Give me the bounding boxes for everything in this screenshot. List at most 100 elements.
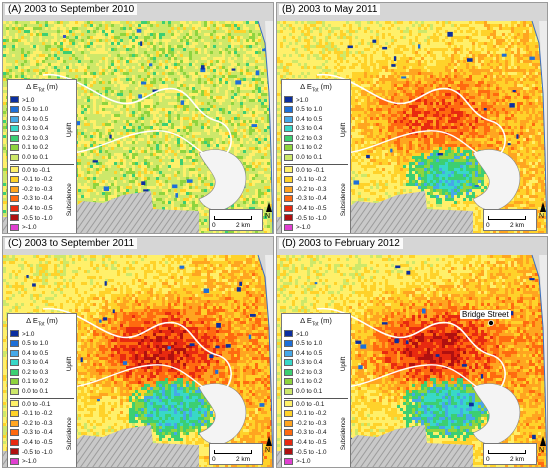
legend-class: >-1.0 xyxy=(284,223,348,233)
legend-class-label: -0.5 to -1.0 xyxy=(296,215,326,222)
legend-class: -0.4 to -0.5 xyxy=(10,438,74,448)
legend-subsidence-group-label: Subsidence xyxy=(340,166,347,233)
north-arrow-icon xyxy=(266,436,272,446)
legend-class: 0.1 to 0.2 xyxy=(284,377,348,387)
scale-end: 2 km xyxy=(510,222,524,229)
legend-class: 0.4 to 0.5 xyxy=(284,115,348,125)
map-c xyxy=(3,237,273,467)
north-label: N xyxy=(539,447,544,454)
legend-class-label: >-1.0 xyxy=(22,458,37,465)
legend-class-label: -0.3 to -0.4 xyxy=(296,195,326,202)
legend-class-label: 0.5 to 1.0 xyxy=(22,340,48,347)
scale-zero: 0 xyxy=(486,222,490,229)
legend-class: -0.2 to -0.3 xyxy=(284,185,348,195)
legend-swatch xyxy=(284,349,293,357)
legend-swatch xyxy=(284,134,293,142)
legend-class-label: 0.2 to 0.3 xyxy=(22,135,48,142)
legend-class: 0.3 to 0.4 xyxy=(10,358,74,368)
legend-class: 0.3 to 0.4 xyxy=(284,358,348,368)
legend-class: 0.0 to -0.1 xyxy=(10,166,74,176)
legend-class-label: >-1.0 xyxy=(296,224,311,231)
legend-swatch xyxy=(10,153,19,161)
legend-class: >-1.0 xyxy=(10,223,74,233)
legend-class-label: -0.4 to -0.5 xyxy=(22,205,52,212)
legend-swatch xyxy=(284,176,293,184)
scale-end: 2 km xyxy=(236,222,250,229)
legend-class-label: 0.5 to 1.0 xyxy=(296,106,322,113)
legend-class-label: -0.4 to -0.5 xyxy=(296,205,326,212)
legend-swatch xyxy=(10,387,19,395)
legend-class-label: 0.3 to 0.4 xyxy=(296,125,322,132)
bridge-street-label: Bridge Street xyxy=(460,310,511,319)
legend-swatch xyxy=(284,115,293,123)
legend-uplift-group: >1.0 0.5 to 1.0 0.4 to 0.5 0.3 to 0.4 0.2 to… xyxy=(10,96,74,163)
scale-bar-a: 0 2 km xyxy=(209,209,263,231)
legend-title: Δ ETot (m) xyxy=(284,82,348,94)
map-a xyxy=(3,3,273,233)
legend-class: 0.2 to 0.3 xyxy=(284,368,348,378)
legend-class: 0.5 to 1.0 xyxy=(10,105,74,115)
legend-swatch xyxy=(284,359,293,367)
legend-class: 0.0 to -0.1 xyxy=(284,166,348,176)
scale-bar-b: 0 2 km xyxy=(483,209,537,231)
legend-class: 0.2 to 0.3 xyxy=(10,134,74,144)
legend-swatch xyxy=(284,458,293,466)
legend-class-label: 0.2 to 0.3 xyxy=(296,135,322,142)
legend-class: -0.5 to -1.0 xyxy=(284,448,348,458)
legend-class-label: -0.4 to -0.5 xyxy=(296,439,326,446)
legend-class: -0.1 to -0.2 xyxy=(10,175,74,185)
legend-swatch xyxy=(284,96,293,104)
legend-class: 0.2 to 0.3 xyxy=(10,368,74,378)
legend-swatch xyxy=(284,429,293,437)
legend-swatch xyxy=(284,153,293,161)
legend-class-label: -0.2 to -0.3 xyxy=(296,186,326,193)
legend-class: -0.1 to -0.2 xyxy=(284,409,348,419)
legend-subsidence-group: 0.0 to -0.1 -0.1 to -0.2 -0.2 to -0.3 -0.3 … xyxy=(284,400,348,467)
legend-swatch xyxy=(284,214,293,222)
legend-class-label: -0.2 to -0.3 xyxy=(22,186,52,193)
legend-swatch xyxy=(10,330,19,338)
legend-class: -0.3 to -0.4 xyxy=(284,194,348,204)
legend-class-label: 0.2 to 0.3 xyxy=(22,369,48,376)
legend-title: Δ ETot (m) xyxy=(284,316,348,328)
legend-class: 0.0 to 0.1 xyxy=(284,153,348,163)
legend-swatch xyxy=(284,339,293,347)
legend-swatch xyxy=(284,195,293,203)
legend-class-label: 0.4 to 0.5 xyxy=(22,116,48,123)
legend-class-label: >-1.0 xyxy=(296,458,311,465)
legend-class-label: 0.2 to 0.3 xyxy=(296,369,322,376)
legend-subsidence-group-label: Subsidence xyxy=(66,166,73,233)
legend-uplift-group: >1.0 0.5 to 1.0 0.4 to 0.5 0.3 to 0.4 0.2 to… xyxy=(10,330,74,397)
legend-class-label: 0.1 to 0.2 xyxy=(296,378,322,385)
scale-zero: 0 xyxy=(212,222,216,229)
legend-class: -0.1 to -0.2 xyxy=(10,409,74,419)
legend-class-label: -0.2 to -0.3 xyxy=(296,420,326,427)
legend-swatch xyxy=(284,166,293,174)
legend-swatch xyxy=(10,176,19,184)
legend-swatch xyxy=(284,410,293,418)
legend-class: 0.5 to 1.0 xyxy=(284,339,348,349)
legend-swatch xyxy=(10,349,19,357)
legend-class-label: -0.5 to -1.0 xyxy=(22,449,52,456)
legend-class-label: -0.4 to -0.5 xyxy=(22,439,52,446)
legend-class-label: >1.0 xyxy=(296,331,308,338)
legend-b: Δ ETot (m) >1.0 0.5 to 1.0 0.4 to 0.5 0.3 to… xyxy=(281,79,351,233)
legend-swatch xyxy=(284,419,293,427)
legend-class: 0.0 to -0.1 xyxy=(10,400,74,410)
scale-bar-d: 0 2 km xyxy=(483,443,537,465)
legend-class: >1.0 xyxy=(284,96,348,106)
legend-class: -0.5 to -1.0 xyxy=(284,214,348,224)
legend-class-label: -0.3 to -0.4 xyxy=(22,195,52,202)
legend-d: Δ ETot (m) >1.0 0.5 to 1.0 0.4 to 0.5 0.3 to… xyxy=(281,313,351,467)
legend-swatch xyxy=(10,204,19,212)
legend-class: >1.0 xyxy=(284,330,348,340)
north-arrow-icon xyxy=(540,436,546,446)
legend-class-label: 0.5 to 1.0 xyxy=(296,340,322,347)
legend-subsidence-group: 0.0 to -0.1 -0.1 to -0.2 -0.2 to -0.3 -0.3 … xyxy=(10,400,74,467)
legend-class-label: 0.0 to -0.1 xyxy=(22,401,50,408)
legend-title: Δ ETot (m) xyxy=(10,316,74,328)
legend-class-label: >-1.0 xyxy=(22,224,37,231)
legend-class: 0.4 to 0.5 xyxy=(10,115,74,125)
panel-title-d: (D) 2003 to February 2012 xyxy=(279,238,403,249)
